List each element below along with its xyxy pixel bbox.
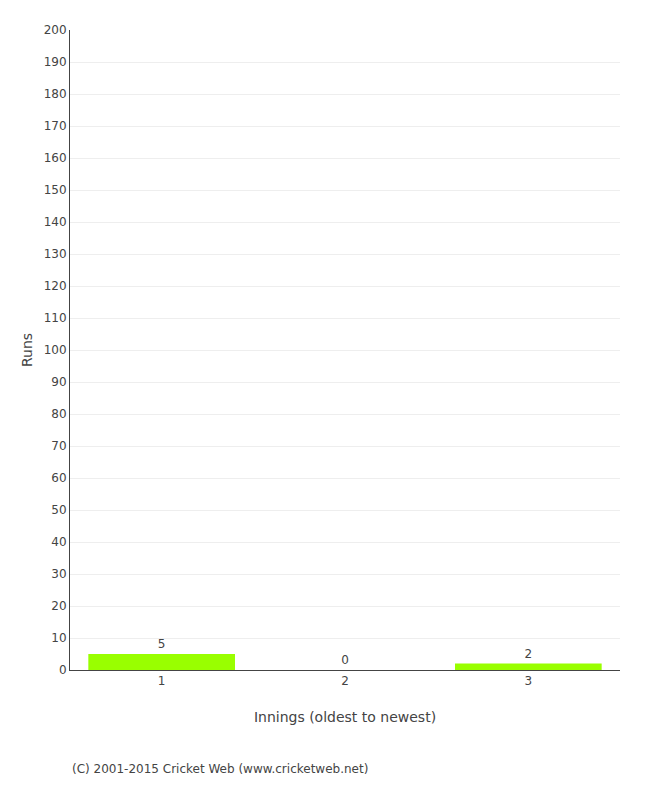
svg-text:1: 1 bbox=[158, 674, 166, 688]
svg-text:(C) 2001-2015 Cricket Web (www: (C) 2001-2015 Cricket Web (www.cricketwe… bbox=[72, 762, 368, 776]
svg-text:180: 180 bbox=[44, 87, 67, 101]
svg-text:90: 90 bbox=[51, 375, 66, 389]
svg-text:110: 110 bbox=[44, 311, 67, 325]
svg-text:190: 190 bbox=[44, 55, 67, 69]
svg-text:60: 60 bbox=[51, 471, 66, 485]
svg-text:5: 5 bbox=[158, 637, 166, 651]
svg-text:0: 0 bbox=[341, 653, 349, 667]
svg-text:3: 3 bbox=[525, 674, 533, 688]
svg-text:170: 170 bbox=[44, 119, 67, 133]
svg-text:40: 40 bbox=[51, 535, 66, 549]
svg-text:120: 120 bbox=[44, 279, 67, 293]
svg-text:Innings (oldest to newest): Innings (oldest to newest) bbox=[254, 709, 436, 725]
svg-text:130: 130 bbox=[44, 247, 67, 261]
svg-text:20: 20 bbox=[51, 599, 66, 613]
svg-text:2: 2 bbox=[525, 647, 533, 661]
svg-text:2: 2 bbox=[341, 674, 349, 688]
svg-text:0: 0 bbox=[59, 663, 67, 677]
svg-text:200: 200 bbox=[44, 23, 67, 37]
svg-text:Runs: Runs bbox=[19, 333, 35, 367]
svg-text:80: 80 bbox=[51, 407, 66, 421]
svg-text:160: 160 bbox=[44, 151, 67, 165]
svg-text:50: 50 bbox=[51, 503, 66, 517]
svg-text:10: 10 bbox=[51, 631, 66, 645]
svg-text:140: 140 bbox=[44, 215, 67, 229]
svg-text:150: 150 bbox=[44, 183, 67, 197]
svg-text:70: 70 bbox=[51, 439, 66, 453]
svg-text:100: 100 bbox=[44, 343, 67, 357]
svg-text:30: 30 bbox=[51, 567, 66, 581]
